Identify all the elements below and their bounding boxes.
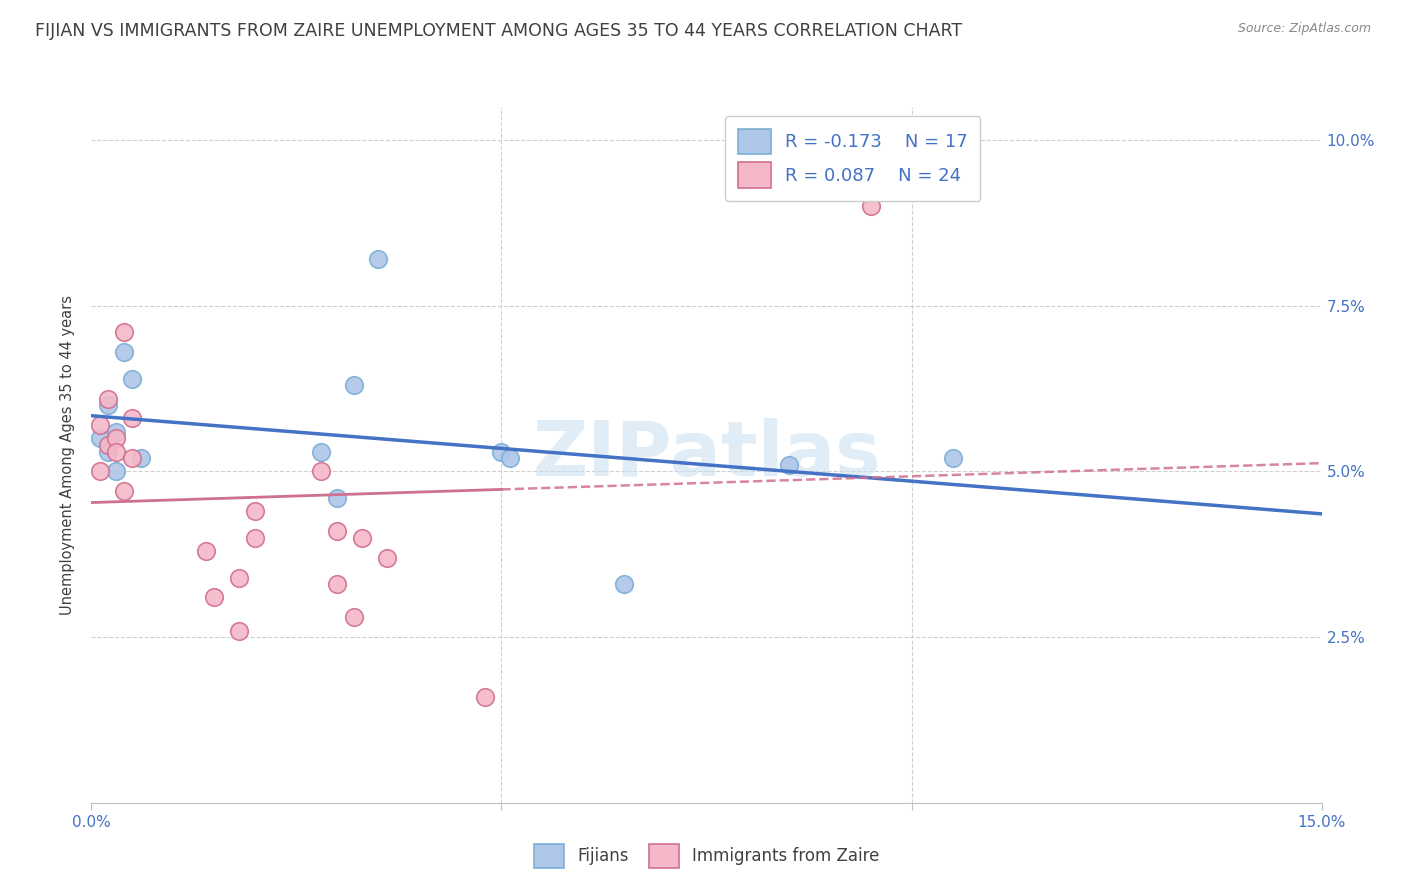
Point [309,444,332,458]
Point [778,458,800,472]
Point [121,372,143,386]
Point [112,484,135,499]
Point [326,577,349,591]
Point [228,570,250,584]
Point [89,418,111,433]
Point [105,465,127,479]
Text: ZIPatlas: ZIPatlas [533,418,880,491]
Point [121,451,143,466]
Point [105,425,127,439]
Text: FIJIAN VS IMMIGRANTS FROM ZAIRE UNEMPLOYMENT AMONG AGES 35 TO 44 YEARS CORRELATI: FIJIAN VS IMMIGRANTS FROM ZAIRE UNEMPLOY… [35,22,962,40]
Point [105,431,127,445]
Point [129,451,152,466]
Point [343,378,366,392]
Point [474,690,496,704]
Point [343,610,366,624]
Point [228,624,250,638]
Point [112,326,135,340]
Point [245,531,267,545]
Point [498,451,520,466]
Point [859,199,882,213]
Point [245,504,267,518]
Point [97,398,120,412]
Point [121,411,143,425]
Point [309,465,332,479]
Point [89,431,111,445]
Y-axis label: Unemployment Among Ages 35 to 44 years: Unemployment Among Ages 35 to 44 years [59,295,75,615]
Point [202,591,225,605]
Point [491,444,513,458]
Point [89,465,111,479]
Point [112,345,135,359]
Point [352,531,374,545]
Point [367,252,389,267]
Point [97,392,120,406]
Legend: Fijians, Immigrants from Zaire: Fijians, Immigrants from Zaire [527,838,886,874]
Point [326,524,349,538]
Point [613,577,636,591]
Point [326,491,349,505]
Point [97,438,120,452]
Point [97,444,120,458]
Point [195,544,218,558]
Point [105,444,127,458]
Point [375,550,398,565]
Point [942,451,965,466]
Text: Source: ZipAtlas.com: Source: ZipAtlas.com [1237,22,1371,36]
